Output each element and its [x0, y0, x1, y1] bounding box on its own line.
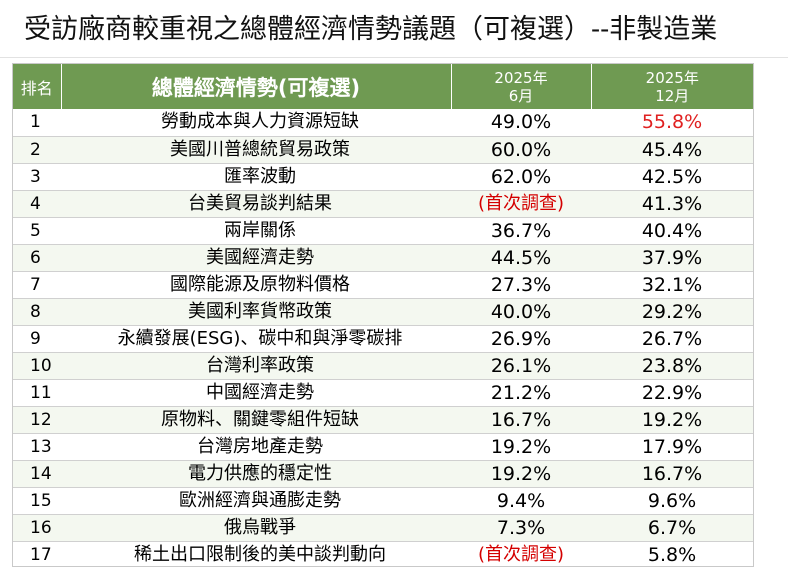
- table-row: 14 電力供應的穩定性 19.2% 16.7%: [13, 459, 753, 487]
- table-row: 2 美國川普總統貿易政策 60.0% 45.4%: [13, 135, 753, 163]
- issue-cell: 永續發展(ESG)、碳中和與淨零碳排: [61, 324, 451, 352]
- value-2025-jun: (首次調查): [451, 189, 591, 217]
- header-2025-dec-month: 12月: [655, 86, 690, 105]
- value-2025-jun: 60.0%: [451, 135, 591, 163]
- value-2025-jun: 26.1%: [451, 351, 591, 379]
- table-row: 4 台美貿易談判結果 (首次調查) 41.3%: [13, 189, 753, 217]
- value-2025-dec: 17.9%: [591, 432, 753, 460]
- value-2025-dec: 23.8%: [591, 351, 753, 379]
- table-row: 6 美國經濟走勢 44.5% 37.9%: [13, 243, 753, 271]
- issue-cell: 匯率波動: [61, 162, 451, 190]
- value-2025-dec: 22.9%: [591, 378, 753, 406]
- issue-cell: 勞動成本與人力資源短缺: [161, 111, 359, 133]
- table-row: 15 歐洲經濟與通膨走勢 9.4% 9.6%: [13, 486, 753, 514]
- value-2025-jun: 26.9%: [451, 324, 591, 352]
- title-divider: [0, 57, 788, 58]
- rank-cell: 15: [13, 486, 61, 514]
- table-row: 9 永續發展(ESG)、碳中和與淨零碳排 26.9% 26.7%: [13, 324, 753, 352]
- value-2025-dec: 9.6%: [591, 486, 753, 514]
- value-2025-dec: 26.7%: [591, 324, 753, 352]
- table-row: 7 國際能源及原物料價格 27.3% 32.1%: [13, 270, 753, 298]
- rank-cell: 7: [13, 270, 61, 298]
- rank-cell: 12: [13, 405, 61, 433]
- value-2025-dec: 5.8%: [591, 540, 753, 568]
- value-2025-jun: 40.0%: [451, 297, 591, 325]
- value-2025-jun: 19.2%: [451, 459, 591, 487]
- ranking-table-container: 排名 總體經濟情勢(可複選) 2025年 6月 2025年 12月 1 勞動成本與…: [12, 63, 754, 568]
- table-row: 8 美國利率貨幣政策 40.0% 29.2%: [13, 297, 753, 325]
- value-2025-dec: 6.7%: [591, 513, 753, 541]
- value-2025-dec: 42.5%: [591, 162, 753, 190]
- issue-cell: 美國經濟走勢: [61, 243, 451, 271]
- table-row: 13 台灣房地產走勢 19.2% 17.9%: [13, 432, 753, 460]
- value-2025-jun: 9.4%: [451, 486, 591, 514]
- rank-cell: 16: [13, 513, 61, 541]
- rank-cell: 10: [13, 351, 61, 379]
- value-2025-jun: 27.3%: [451, 270, 591, 298]
- issue-cell: 原物料、關鍵零組件短缺: [61, 405, 451, 433]
- value-2025-dec: 32.1%: [591, 270, 753, 298]
- header-2025-dec: 2025年 12月: [591, 64, 753, 109]
- table-row: 5 兩岸關係 36.7% 40.4%: [13, 216, 753, 244]
- issue-cell: 俄烏戰爭: [61, 513, 451, 541]
- issue-cell: 台美貿易談判結果: [61, 189, 451, 217]
- rank-cell: 6: [13, 243, 61, 271]
- value-2025-dec: 19.2%: [591, 405, 753, 433]
- issue-cell: 電力供應的穩定性: [61, 459, 451, 487]
- table-row: 17 稀土出口限制後的美中談判動向 (首次調查) 5.8%: [13, 540, 753, 568]
- ranking-table: 排名 總體經濟情勢(可複選) 2025年 6月 2025年 12月 1 勞動成本與…: [13, 64, 753, 568]
- value-2025-jun: 7.3%: [451, 513, 591, 541]
- table-row: 3 匯率波動 62.0% 42.5%: [13, 162, 753, 190]
- issue-cell: 兩岸關係: [61, 216, 451, 244]
- rank-cell: 17: [13, 540, 61, 568]
- issue-cell: 美國利率貨幣政策: [61, 297, 451, 325]
- table-row: 1 勞動成本與人力資源短缺 49.0% 55.8%: [13, 109, 753, 136]
- value-2025-jun: 44.5%: [451, 243, 591, 271]
- rank-cell: 14: [13, 459, 61, 487]
- value-2025-jun: 36.7%: [451, 216, 591, 244]
- header-2025-jun-year: 2025年: [494, 68, 548, 87]
- value-2025-dec: 40.4%: [591, 216, 753, 244]
- page-title: 受訪廠商較重視之總體經濟情勢議題（可複選）--非製造業: [24, 14, 718, 45]
- rank-cell: 5: [13, 216, 61, 244]
- table-body: 1 勞動成本與人力資源短缺 49.0% 55.8% 2 美國川普總統貿易政策 60.0% 45…: [13, 109, 753, 568]
- table-row: 10 台灣利率政策 26.1% 23.8%: [13, 351, 753, 379]
- value-2025-dec: 45.4%: [591, 135, 753, 163]
- value-2025-dec: 16.7%: [591, 459, 753, 487]
- value-2025-dec: 55.8%: [641, 111, 703, 134]
- table-row: 16 俄烏戰爭 7.3% 6.7%: [13, 513, 753, 541]
- issue-cell: 台灣房地產走勢: [61, 432, 451, 460]
- rank-cell: 11: [13, 378, 61, 406]
- rank-cell: 1: [30, 112, 41, 133]
- rank-cell: 4: [13, 189, 61, 217]
- issue-cell: 歐洲經濟與通膨走勢: [61, 486, 451, 514]
- issue-cell: 稀土出口限制後的美中談判動向: [61, 540, 451, 568]
- value-2025-jun: (首次調查): [451, 540, 591, 568]
- table-header-row: 排名 總體經濟情勢(可複選) 2025年 6月 2025年 12月: [13, 64, 753, 109]
- table-row: 12 原物料、關鍵零組件短缺 16.7% 19.2%: [13, 405, 753, 433]
- issue-cell: 台灣利率政策: [61, 351, 451, 379]
- rank-cell: 9: [13, 324, 61, 352]
- header-issue: 總體經濟情勢(可複選): [61, 64, 452, 109]
- value-2025-jun: 49.0%: [490, 111, 552, 134]
- header-2025-dec-year: 2025年: [645, 68, 699, 87]
- value-2025-jun: 19.2%: [451, 432, 591, 460]
- table-row: 11 中國經濟走勢 21.2% 22.9%: [13, 378, 753, 406]
- rank-cell: 8: [13, 297, 61, 325]
- header-rank: 排名: [13, 64, 62, 109]
- header-2025-jun-month: 6月: [508, 86, 534, 105]
- value-2025-dec: 29.2%: [591, 297, 753, 325]
- issue-cell: 國際能源及原物料價格: [61, 270, 451, 298]
- header-2025-jun: 2025年 6月: [451, 64, 592, 109]
- rank-cell: 3: [13, 162, 61, 190]
- rank-cell: 2: [13, 135, 61, 163]
- value-2025-dec: 41.3%: [591, 189, 753, 217]
- value-2025-jun: 16.7%: [451, 405, 591, 433]
- issue-cell: 中國經濟走勢: [61, 378, 451, 406]
- issue-cell: 美國川普總統貿易政策: [61, 135, 451, 163]
- value-2025-dec: 37.9%: [591, 243, 753, 271]
- value-2025-jun: 62.0%: [451, 162, 591, 190]
- rank-cell: 13: [13, 432, 61, 460]
- value-2025-jun: 21.2%: [451, 378, 591, 406]
